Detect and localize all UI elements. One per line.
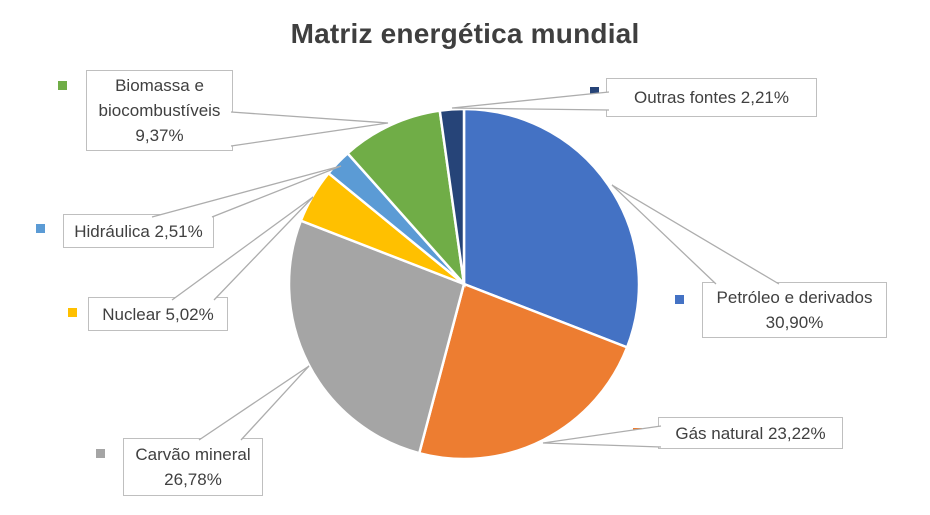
pie-slice-petroleo-e-derivados bbox=[462, 107, 641, 349]
legend-marker-outras-fontes bbox=[590, 87, 599, 96]
pie bbox=[287, 107, 641, 461]
callout-hidraulica: Hidráulica 2,51% bbox=[63, 214, 214, 248]
legend-marker-biomassa bbox=[58, 81, 67, 90]
callout-gas-natural: Gás natural 23,22% bbox=[658, 417, 843, 449]
pie-slice-gas-natural bbox=[417, 282, 629, 461]
pie-slice-outras-fontes bbox=[438, 107, 466, 285]
callout-leader-hidraulica bbox=[151, 165, 342, 218]
callout-leader-carvao-mineral bbox=[198, 365, 310, 441]
callout-label-hidraulica: Hidráulica 2,51% bbox=[74, 221, 203, 241]
callout-leader-biomassa bbox=[230, 111, 389, 147]
legend-marker-petroleo bbox=[675, 295, 684, 304]
callout-carvao-mineral: Carvão mineral 26,78% bbox=[123, 438, 263, 496]
pie-slice-nuclear bbox=[299, 171, 465, 286]
callout-label-biomassa: Biomassa e biocombustíveis 9,37% bbox=[98, 76, 221, 145]
callout-label-petroleo-derivados: Petróleo e derivados 30,90% bbox=[716, 288, 873, 332]
callout-leader-petroleo bbox=[611, 184, 780, 285]
legend-marker-hidraulica bbox=[36, 224, 45, 233]
pie-slice-carvao-mineral bbox=[287, 219, 466, 455]
callout-leader-nuclear bbox=[171, 196, 314, 301]
callout-leader-outras-fontes bbox=[451, 91, 610, 111]
callout-leader-gas-natural bbox=[542, 425, 662, 448]
legend-marker-nuclear bbox=[68, 308, 77, 317]
pie-slice-hidraulica bbox=[326, 151, 465, 285]
legend-marker-gas-natural bbox=[633, 428, 642, 437]
callout-outras-fontes: Outras fontes 2,21% bbox=[606, 78, 817, 117]
callout-label-outras-fontes: Outras fontes 2,21% bbox=[634, 88, 789, 107]
pie-slice-biomassa-e-biocombustiveis bbox=[345, 109, 466, 288]
legend-marker-carvao-mineral bbox=[96, 449, 105, 458]
callout-petroleo-derivados: Petróleo e derivados 30,90% bbox=[702, 282, 887, 338]
callout-label-carvao-mineral: Carvão mineral 26,78% bbox=[135, 445, 251, 489]
callout-nuclear: Nuclear 5,02% bbox=[88, 297, 228, 331]
callout-label-nuclear: Nuclear 5,02% bbox=[102, 304, 214, 324]
callout-label-gas-natural: Gás natural 23,22% bbox=[675, 423, 826, 443]
callout-biomassa: Biomassa e biocombustíveis 9,37% bbox=[86, 70, 233, 151]
chart-title: Matriz energética mundial bbox=[290, 18, 640, 49]
